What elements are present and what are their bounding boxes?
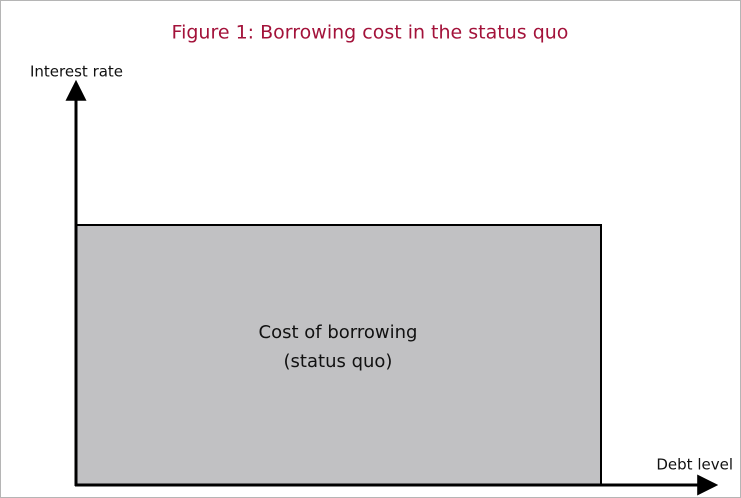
- region-label: Cost of borrowing: [259, 322, 418, 343]
- y-axis-label: Interest rate: [30, 63, 123, 81]
- cost-region: [75, 224, 602, 486]
- x-axis-label: Debt level: [656, 456, 733, 474]
- title: Figure 1: Borrowing cost in the status q…: [172, 22, 569, 44]
- region-label: (status quo): [284, 351, 393, 372]
